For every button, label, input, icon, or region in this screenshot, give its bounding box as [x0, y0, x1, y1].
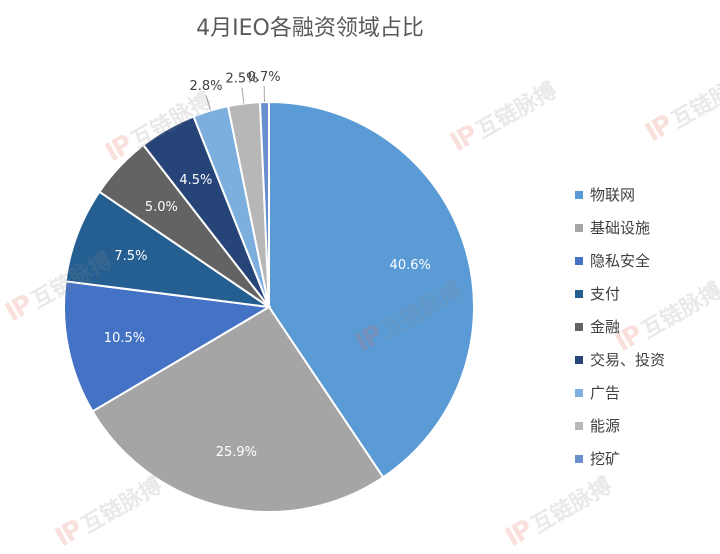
data-label-6: 4.5% [179, 173, 212, 188]
data-label-4: 7.5% [114, 249, 147, 264]
legend-swatch [575, 356, 583, 364]
legend-swatch [575, 323, 583, 331]
legend-item-3: 隐私安全 [575, 244, 665, 277]
legend-swatch [575, 191, 583, 199]
pie-slices [64, 102, 474, 512]
legend-item-8: 能源 [575, 409, 665, 442]
legend-swatch [575, 257, 583, 265]
leader-line-8 [242, 88, 244, 104]
data-label-5: 5.0% [145, 200, 178, 215]
data-label-3: 10.5% [104, 331, 145, 346]
legend-item-4: 支付 [575, 277, 665, 310]
legend-swatch [575, 290, 583, 298]
legend-label: 金融 [590, 316, 620, 337]
legend-swatch [575, 422, 583, 430]
legend-label: 广告 [590, 382, 620, 403]
legend-label: 交易、投资 [590, 349, 665, 370]
legend-label: 基础设施 [590, 217, 650, 238]
legend-label: 挖矿 [590, 448, 620, 469]
data-label-1: 40.6% [390, 258, 431, 273]
legend-item-7: 广告 [575, 376, 665, 409]
leader-line-7 [206, 95, 211, 110]
legend-swatch [575, 224, 583, 232]
legend-item-5: 金融 [575, 310, 665, 343]
legend-item-2: 基础设施 [575, 211, 665, 244]
data-label-2: 25.9% [216, 445, 257, 460]
legend-item-1: 物联网 [575, 178, 665, 211]
legend-swatch [575, 455, 583, 463]
data-label-9: 0.7% [248, 70, 281, 85]
legend-item-9: 挖矿 [575, 442, 665, 475]
data-label-7: 2.8% [189, 79, 222, 94]
legend-item-6: 交易、投资 [575, 343, 665, 376]
legend-label: 支付 [590, 283, 620, 304]
legend-label: 能源 [590, 415, 620, 436]
legend-swatch [575, 389, 583, 397]
legend-label: 隐私安全 [590, 250, 650, 271]
legend: 物联网基础设施隐私安全支付金融交易、投资广告能源挖矿 [575, 178, 665, 475]
legend-label: 物联网 [590, 184, 635, 205]
